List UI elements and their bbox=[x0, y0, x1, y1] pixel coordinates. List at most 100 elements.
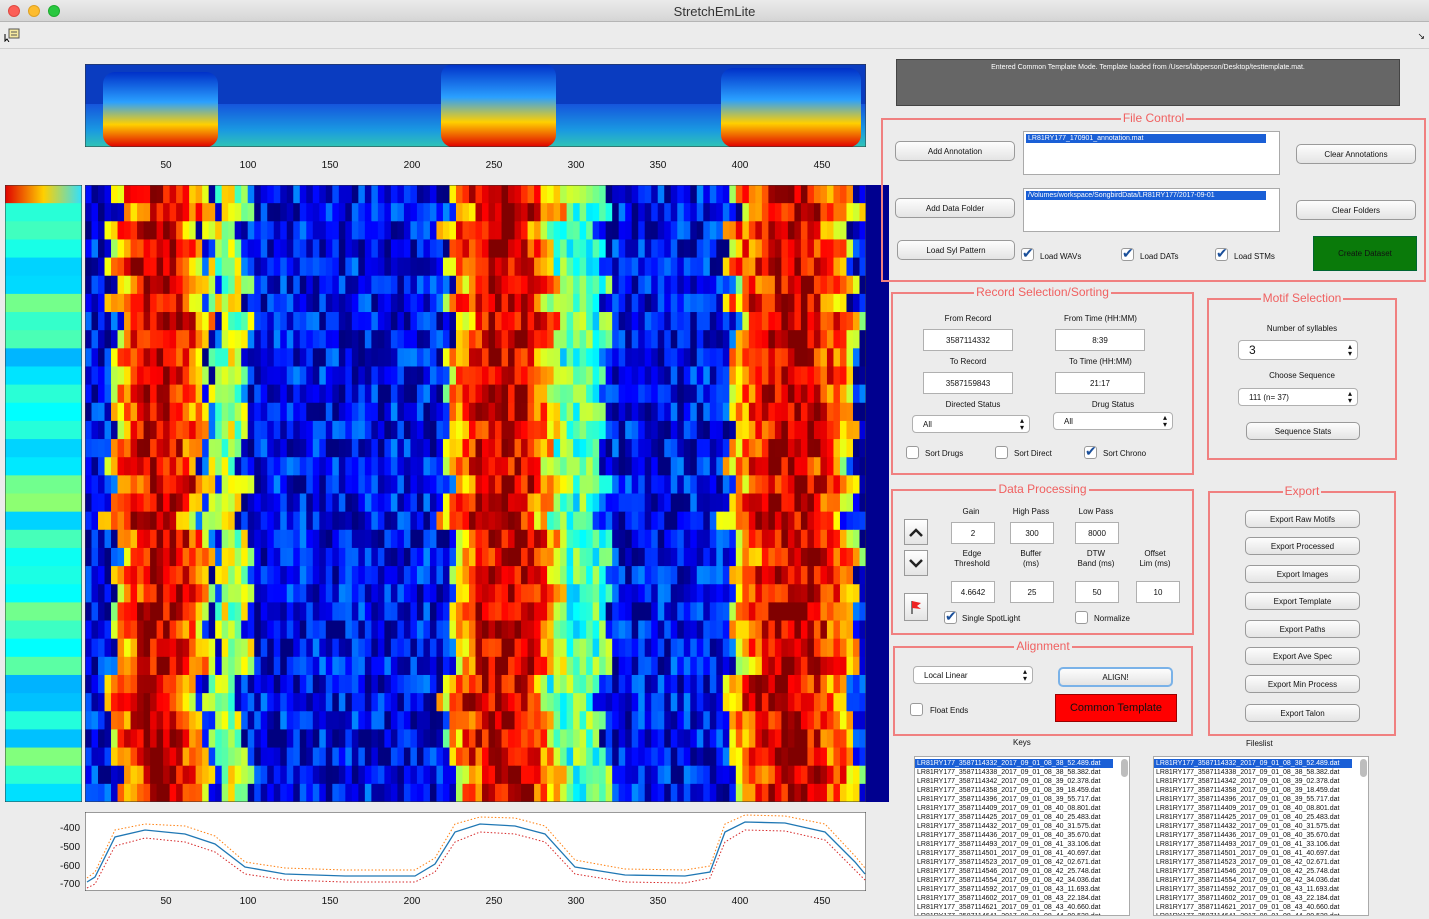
list-item[interactable]: LR81RY177_170901_annotation.mat bbox=[1026, 134, 1266, 143]
load-stms-checkbox[interactable] bbox=[1215, 248, 1228, 261]
offset-lim-field[interactable]: 10 bbox=[1136, 581, 1180, 603]
list-item[interactable]: LR81RY177_3587114432_2017_09_01_08_40_31… bbox=[915, 822, 1129, 831]
list-item[interactable]: LR81RY177_3587114436_2017_09_01_08_40_35… bbox=[915, 831, 1129, 840]
export-ave-spec-button[interactable]: Export Ave Spec bbox=[1245, 647, 1360, 665]
export-images-button[interactable]: Export Images bbox=[1245, 565, 1360, 583]
pointer-note-icon[interactable] bbox=[4, 28, 20, 42]
list-item[interactable]: LR81RY177_3587114358_2017_09_01_08_39_18… bbox=[915, 786, 1129, 795]
list-item[interactable]: LR81RY177_3587114425_2017_09_01_08_40_25… bbox=[915, 813, 1129, 822]
files-list[interactable]: LR81RY177_3587114332_2017_09_01_08_38_52… bbox=[1153, 756, 1369, 916]
list-item[interactable]: LR81RY177_3587114342_2017_09_01_08_39_02… bbox=[1154, 777, 1368, 786]
files-scrollbar[interactable] bbox=[1360, 759, 1367, 777]
to-record-field[interactable]: 3587159843 bbox=[923, 372, 1013, 394]
to-time-field[interactable]: 21:17 bbox=[1055, 372, 1145, 394]
create-dataset-button[interactable]: Create Dataset bbox=[1313, 236, 1417, 271]
aligned-rendition-heatmap[interactable] bbox=[85, 185, 866, 802]
buffer-field[interactable]: 25 bbox=[1010, 581, 1054, 603]
folder-list[interactable]: /Volumes/workspace/SongbirdData/LR81RY17… bbox=[1023, 188, 1280, 232]
list-item[interactable]: LR81RY177_3587114621_2017_09_01_08_43_40… bbox=[1154, 903, 1368, 912]
export-template-button[interactable]: Export Template bbox=[1245, 592, 1360, 610]
add-data-folder-button[interactable]: Add Data Folder bbox=[895, 198, 1015, 218]
from-time-field[interactable]: 8:39 bbox=[1055, 329, 1145, 351]
list-item[interactable]: LR81RY177_3587114338_2017_09_01_08_38_58… bbox=[915, 768, 1129, 777]
load-dats-checkbox[interactable] bbox=[1121, 248, 1134, 261]
dtw-band-field[interactable]: 50 bbox=[1075, 581, 1119, 603]
list-item[interactable]: LR81RY177_3587114396_2017_09_01_08_39_55… bbox=[915, 795, 1129, 804]
drug-status-select[interactable]: All ▴ ▾ bbox=[1053, 412, 1173, 430]
flag-icon[interactable] bbox=[904, 593, 928, 621]
from-record-field[interactable]: 3587114332 bbox=[923, 329, 1013, 351]
alignment-method-select[interactable]: Local Linear ▴ ▾ bbox=[913, 666, 1033, 684]
export-paths-button[interactable]: Export Paths bbox=[1245, 620, 1360, 638]
list-item[interactable]: LR81RY177_3587114554_2017_09_01_08_42_34… bbox=[1154, 876, 1368, 885]
record-index-strip[interactable] bbox=[5, 185, 82, 802]
load-syl-pattern-button[interactable]: Load Syl Pattern bbox=[897, 240, 1015, 260]
sort-direct-checkbox[interactable] bbox=[995, 446, 1008, 459]
list-item[interactable]: LR81RY177_3587114523_2017_09_01_08_42_02… bbox=[915, 858, 1129, 867]
normalize-label: Normalize bbox=[1094, 614, 1130, 623]
list-item[interactable]: LR81RY177_3587114523_2017_09_01_08_42_02… bbox=[1154, 858, 1368, 867]
sort-chrono-checkbox[interactable] bbox=[1084, 446, 1097, 459]
list-item[interactable]: LR81RY177_3587114358_2017_09_01_08_39_18… bbox=[1154, 786, 1368, 795]
fileslist-label: Fileslist bbox=[1246, 739, 1273, 748]
single-spotlight-checkbox[interactable] bbox=[944, 611, 957, 624]
low-pass-field[interactable]: 8000 bbox=[1075, 522, 1119, 544]
list-item[interactable]: LR81RY177_3587114501_2017_09_01_08_41_40… bbox=[1154, 849, 1368, 858]
list-item[interactable]: LR81RY177_3587114554_2017_09_01_08_42_34… bbox=[915, 876, 1129, 885]
list-item[interactable]: LR81RY177_3587114592_2017_09_01_08_43_11… bbox=[915, 885, 1129, 894]
list-item[interactable]: LR81RY177_3587114338_2017_09_01_08_38_58… bbox=[1154, 768, 1368, 777]
list-item[interactable]: LR81RY177_3587114436_2017_09_01_08_40_35… bbox=[1154, 831, 1368, 840]
list-item[interactable]: LR81RY177_3587114621_2017_09_01_08_43_40… bbox=[915, 903, 1129, 912]
edge-threshold-field[interactable]: 4.6642 bbox=[951, 581, 995, 603]
chevron-up-icon[interactable] bbox=[904, 519, 928, 545]
x-tick: 400 bbox=[732, 160, 749, 171]
sort-drugs-checkbox[interactable] bbox=[906, 446, 919, 459]
num-syllables-select[interactable]: 3 ▴ ▾ bbox=[1238, 340, 1358, 360]
export-raw-motifs-button[interactable]: Export Raw Motifs bbox=[1245, 510, 1360, 528]
chevron-down-icon[interactable] bbox=[904, 550, 928, 576]
keys-scrollbar[interactable] bbox=[1121, 759, 1128, 777]
add-annotation-button[interactable]: Add Annotation bbox=[895, 141, 1015, 161]
list-item[interactable]: LR81RY177_3587114432_2017_09_01_08_40_31… bbox=[1154, 822, 1368, 831]
data-processing-panel: Data Processing Gain 2 High Pass 300 Low… bbox=[891, 489, 1194, 635]
list-item[interactable]: LR81RY177_3587114501_2017_09_01_08_41_40… bbox=[915, 849, 1129, 858]
list-item[interactable]: LR81RY177_3587114641_2017_09_01_08_44_00… bbox=[1154, 912, 1368, 916]
list-item[interactable]: LR81RY177_3587114396_2017_09_01_08_39_55… bbox=[1154, 795, 1368, 804]
list-item[interactable]: LR81RY177_3587114546_2017_09_01_08_42_25… bbox=[1154, 867, 1368, 876]
align-button[interactable]: ALIGN! bbox=[1058, 667, 1173, 687]
annotation-list[interactable]: LR81RY177_170901_annotation.mat bbox=[1023, 131, 1280, 175]
list-item[interactable]: LR81RY177_3587114409_2017_09_01_08_40_08… bbox=[915, 804, 1129, 813]
list-item[interactable]: LR81RY177_3587114342_2017_09_01_08_39_02… bbox=[915, 777, 1129, 786]
load-wavs-checkbox[interactable] bbox=[1021, 248, 1034, 261]
float-ends-checkbox[interactable] bbox=[910, 703, 923, 716]
clear-annotations-button[interactable]: Clear Annotations bbox=[1296, 144, 1416, 164]
list-item[interactable]: LR81RY177_3587114425_2017_09_01_08_40_25… bbox=[1154, 813, 1368, 822]
list-item[interactable]: LR81RY177_3587114332_2017_09_01_08_38_52… bbox=[1154, 759, 1352, 768]
high-pass-field[interactable]: 300 bbox=[1010, 522, 1054, 544]
clear-folders-button[interactable]: Clear Folders bbox=[1296, 200, 1416, 220]
directed-status-select[interactable]: All ▴ ▾ bbox=[912, 415, 1030, 433]
list-item[interactable]: LR81RY177_3587114641_2017_09_01_08_44_00… bbox=[915, 912, 1129, 916]
gain-field[interactable]: 2 bbox=[951, 522, 995, 544]
x-tick: 400 bbox=[732, 896, 749, 907]
x-tick: 200 bbox=[404, 160, 421, 171]
list-item[interactable]: LR81RY177_3587114332_2017_09_01_08_38_52… bbox=[915, 759, 1113, 768]
sequence-select[interactable]: 111 (n= 37) ▴ ▾ bbox=[1238, 388, 1358, 406]
list-item[interactable]: LR81RY177_3587114602_2017_09_01_08_43_22… bbox=[1154, 894, 1368, 903]
export-processed-button[interactable]: Export Processed bbox=[1245, 537, 1360, 555]
export-talon-button[interactable]: Export Talon bbox=[1245, 704, 1360, 722]
keys-list[interactable]: LR81RY177_3587114332_2017_09_01_08_38_52… bbox=[914, 756, 1130, 916]
list-item[interactable]: LR81RY177_3587114592_2017_09_01_08_43_11… bbox=[1154, 885, 1368, 894]
sort-direct-label: Sort Direct bbox=[1014, 449, 1052, 458]
list-item[interactable]: /Volumes/workspace/SongbirdData/LR81RY17… bbox=[1026, 191, 1266, 200]
normalize-checkbox[interactable] bbox=[1075, 611, 1088, 624]
list-item[interactable]: LR81RY177_3587114493_2017_09_01_08_41_33… bbox=[915, 840, 1129, 849]
list-item[interactable]: LR81RY177_3587114409_2017_09_01_08_40_08… bbox=[1154, 804, 1368, 813]
list-item[interactable]: LR81RY177_3587114546_2017_09_01_08_42_25… bbox=[915, 867, 1129, 876]
export-min-process-button[interactable]: Export Min Process bbox=[1245, 675, 1360, 693]
list-item[interactable]: LR81RY177_3587114493_2017_09_01_08_41_33… bbox=[1154, 840, 1368, 849]
common-template-button[interactable]: Common Template bbox=[1055, 694, 1177, 722]
sequence-stats-button[interactable]: Sequence Stats bbox=[1246, 422, 1360, 440]
toolbar-overflow-icon[interactable]: ↘ bbox=[1417, 31, 1425, 42]
list-item[interactable]: LR81RY177_3587114602_2017_09_01_08_43_22… bbox=[915, 894, 1129, 903]
